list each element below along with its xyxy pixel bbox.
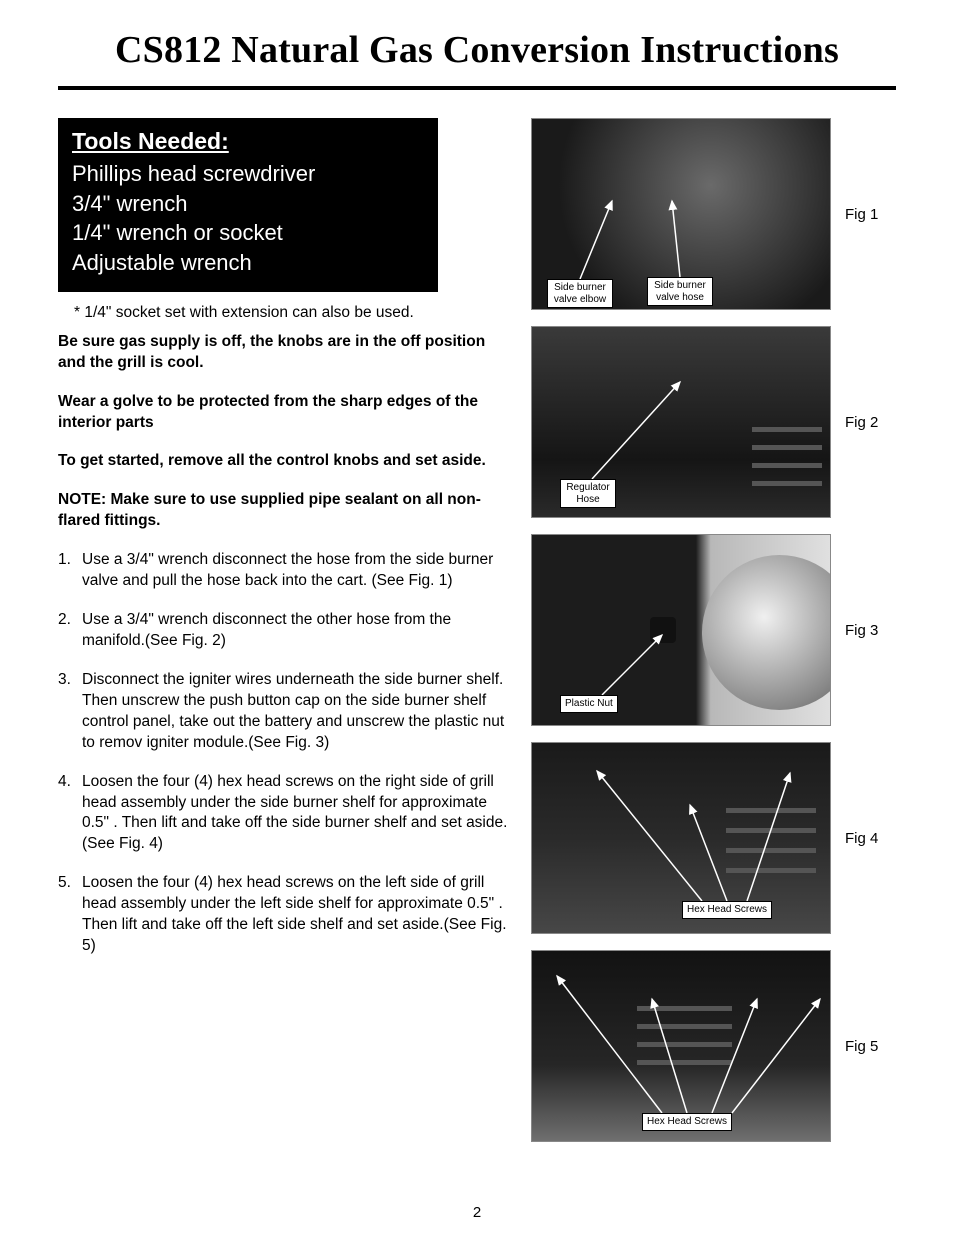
figure-callout: Side burner valve hose — [647, 277, 713, 306]
figure-image: Hex Head Screws — [531, 742, 831, 934]
warning-text: NOTE: Make sure to use supplied pipe sea… — [58, 490, 513, 532]
figure-row: Side burner valve elbow Side burner valv… — [531, 118, 896, 310]
right-column: Side burner valve elbow Side burner valv… — [531, 118, 896, 1142]
step-item: Use a 3/4" wrench disconnect the hose fr… — [58, 550, 513, 592]
tools-item: Adjustable wrench — [72, 248, 424, 278]
tools-heading: Tools Needed: — [72, 128, 424, 155]
step-item: Loosen the four (4) hex head screws on t… — [58, 772, 513, 856]
warning-text: Wear a golve to be protected from the sh… — [58, 392, 513, 434]
figure-caption: Fig 3 — [845, 622, 878, 639]
figure-image: Side burner valve elbow Side burner valv… — [531, 118, 831, 310]
figure-callout: Regulator Hose — [560, 479, 616, 508]
content-area: Tools Needed: Phillips head screwdriver … — [58, 118, 896, 1142]
figure-image: Plastic Nut — [531, 534, 831, 726]
step-item: Use a 3/4" wrench disconnect the other h… — [58, 610, 513, 652]
tools-item: 1/4" wrench or socket — [72, 218, 424, 248]
figure-row: Plastic Nut Fig 3 — [531, 534, 896, 726]
left-column: Tools Needed: Phillips head screwdriver … — [58, 118, 513, 1142]
step-item: Loosen the four (4) hex head screws on t… — [58, 873, 513, 957]
tools-footnote: * 1/4" socket set with extension can als… — [74, 304, 513, 322]
figure-caption: Fig 4 — [845, 830, 878, 847]
steps-list: Use a 3/4" wrench disconnect the hose fr… — [58, 550, 513, 957]
warning-text: Be sure gas supply is off, the knobs are… — [58, 332, 513, 374]
figure-row: Regulator Hose Fig 2 — [531, 326, 896, 518]
figure-callout: Hex Head Screws — [642, 1113, 732, 1131]
figure-callout: Side burner valve elbow — [547, 279, 613, 308]
page-title: CS812 Natural Gas Conversion Instruction… — [58, 28, 896, 90]
figure-image: Regulator Hose — [531, 326, 831, 518]
tools-box: Tools Needed: Phillips head screwdriver … — [58, 118, 438, 292]
tools-item: Phillips head screwdriver — [72, 159, 424, 189]
page-number: 2 — [0, 1204, 954, 1221]
figure-image: Hex Head Screws — [531, 950, 831, 1142]
step-item: Disconnect the igniter wires underneath … — [58, 670, 513, 754]
figure-row: Hex Head Screws Fig 4 — [531, 742, 896, 934]
figure-callout: Hex Head Screws — [682, 901, 772, 919]
tools-item: 3/4" wrench — [72, 189, 424, 219]
figure-caption: Fig 2 — [845, 414, 878, 431]
figure-caption: Fig 1 — [845, 206, 878, 223]
figure-callout: Plastic Nut — [560, 695, 618, 713]
figure-row: Hex Head Screws Fig 5 — [531, 950, 896, 1142]
warning-text: To get started, remove all the control k… — [58, 451, 513, 472]
figure-caption: Fig 5 — [845, 1038, 878, 1055]
